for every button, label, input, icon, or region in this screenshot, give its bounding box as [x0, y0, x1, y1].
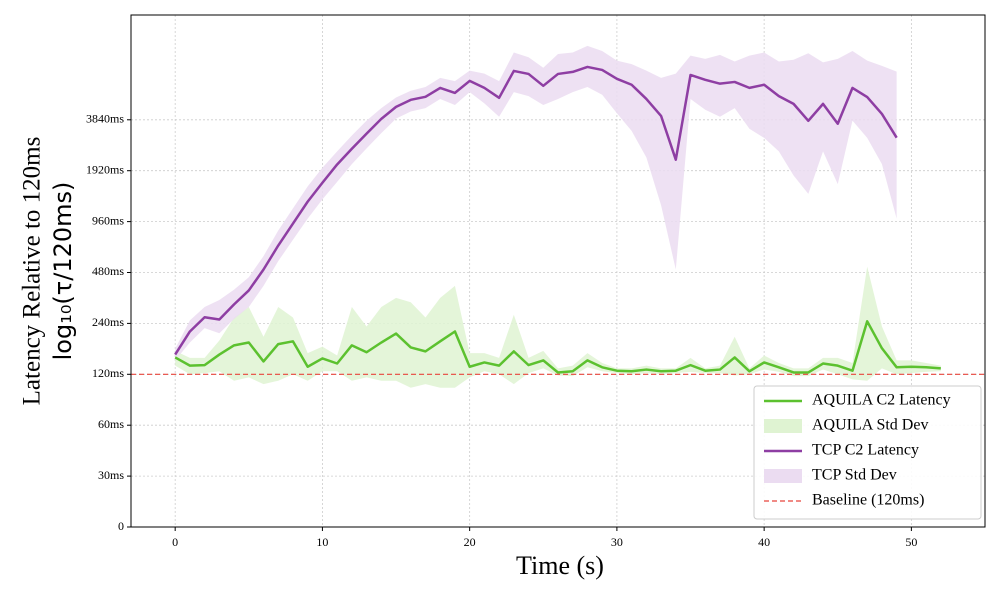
y-tick-label: 240ms [92, 315, 124, 329]
legend-label: TCP C2 Latency [812, 442, 919, 459]
y-tick-label: 1920ms [86, 162, 124, 176]
x-tick-label: 40 [758, 535, 770, 549]
legend-swatch [764, 469, 802, 483]
plot-frame [130, 14, 986, 528]
legend-label: Baseline (120ms) [812, 492, 924, 509]
y-tick-label: 0 [118, 519, 124, 533]
y-tick-label: 3840ms [86, 112, 124, 126]
y-tick-label: 960ms [92, 213, 124, 227]
line [174, 320, 941, 374]
legend-swatch [764, 419, 802, 433]
y-tick-label: 120ms [92, 366, 124, 380]
legend-box [753, 385, 982, 520]
x-tick-label: 10 [316, 535, 328, 549]
line [174, 65, 898, 356]
x-tick-label: 20 [464, 535, 476, 549]
y-axis-label: Latency Relative to 120ms [19, 137, 46, 406]
x-tick-label: 50 [905, 535, 917, 549]
legend-label: AQUILA C2 Latency [812, 392, 951, 409]
legend-label: TCP Std Dev [812, 467, 897, 484]
x-tick-label: 0 [172, 535, 178, 549]
std-band [175, 45, 897, 361]
x-axis-label: Time (s) [516, 551, 604, 580]
x-tick-label: 30 [611, 535, 623, 549]
std-band [175, 266, 941, 388]
y-axis-label: log₁₀(τ/120ms) [49, 182, 77, 361]
y-tick-label: 60ms [98, 417, 124, 431]
y-tick-label: 480ms [92, 264, 124, 278]
legend-label: AQUILA Std Dev [812, 417, 928, 434]
y-tick-label: 30ms [98, 468, 124, 482]
